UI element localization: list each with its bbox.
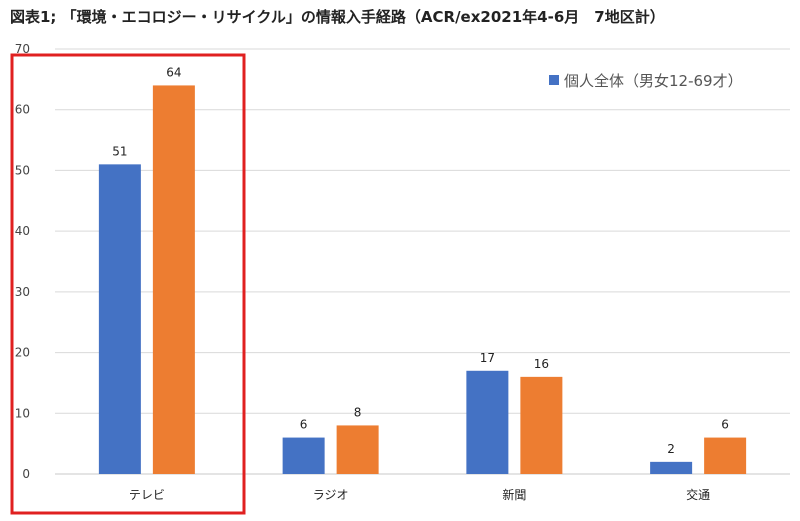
y-tick-label: 50 [15,163,30,177]
data-label: 51 [112,144,127,158]
y-tick-label: 40 [15,224,30,238]
bar [98,164,141,474]
y-tick-label: 60 [15,103,30,117]
gridlines [55,48,790,475]
category-labels: テレビ ラジオ 新聞 交通 [129,487,710,502]
data-label: 6 [721,418,729,432]
highlight-box [10,53,246,515]
chart-title: 図表1; 「環境・エコロジー・リサイクル」の情報入手経路（ACR/ex2021年… [10,8,665,26]
category-label: 交通 [686,487,710,502]
y-tick-label: 70 [15,42,30,56]
data-labels: 51 64 6 8 17 16 2 6 [112,65,729,455]
bar [520,376,563,474]
category-label: ラジオ [313,488,349,502]
bars [98,85,747,474]
bar [704,437,747,474]
data-label: 64 [166,65,181,79]
category-label: テレビ [129,488,165,502]
bar [466,370,509,474]
data-label: 16 [534,357,549,371]
data-label: 8 [354,405,362,419]
legend: 個人全体（男女12-69才） [549,72,743,90]
category-label: 新聞 [502,487,526,502]
bar [336,425,379,474]
bar [650,461,693,474]
y-tick-label: 10 [15,406,30,420]
legend-label: 個人全体（男女12-69才） [564,72,743,90]
bar [152,85,195,474]
y-axis-ticks: 0 10 20 30 40 50 60 70 [15,42,30,481]
y-tick-label: 20 [15,346,30,360]
data-label: 2 [667,442,675,456]
legend-swatch [549,75,559,85]
data-label: 17 [480,351,495,365]
y-tick-label: 0 [22,467,30,481]
highlight-box [10,53,246,515]
data-label: 6 [300,418,308,432]
bar [282,437,325,474]
y-tick-label: 30 [15,285,30,299]
